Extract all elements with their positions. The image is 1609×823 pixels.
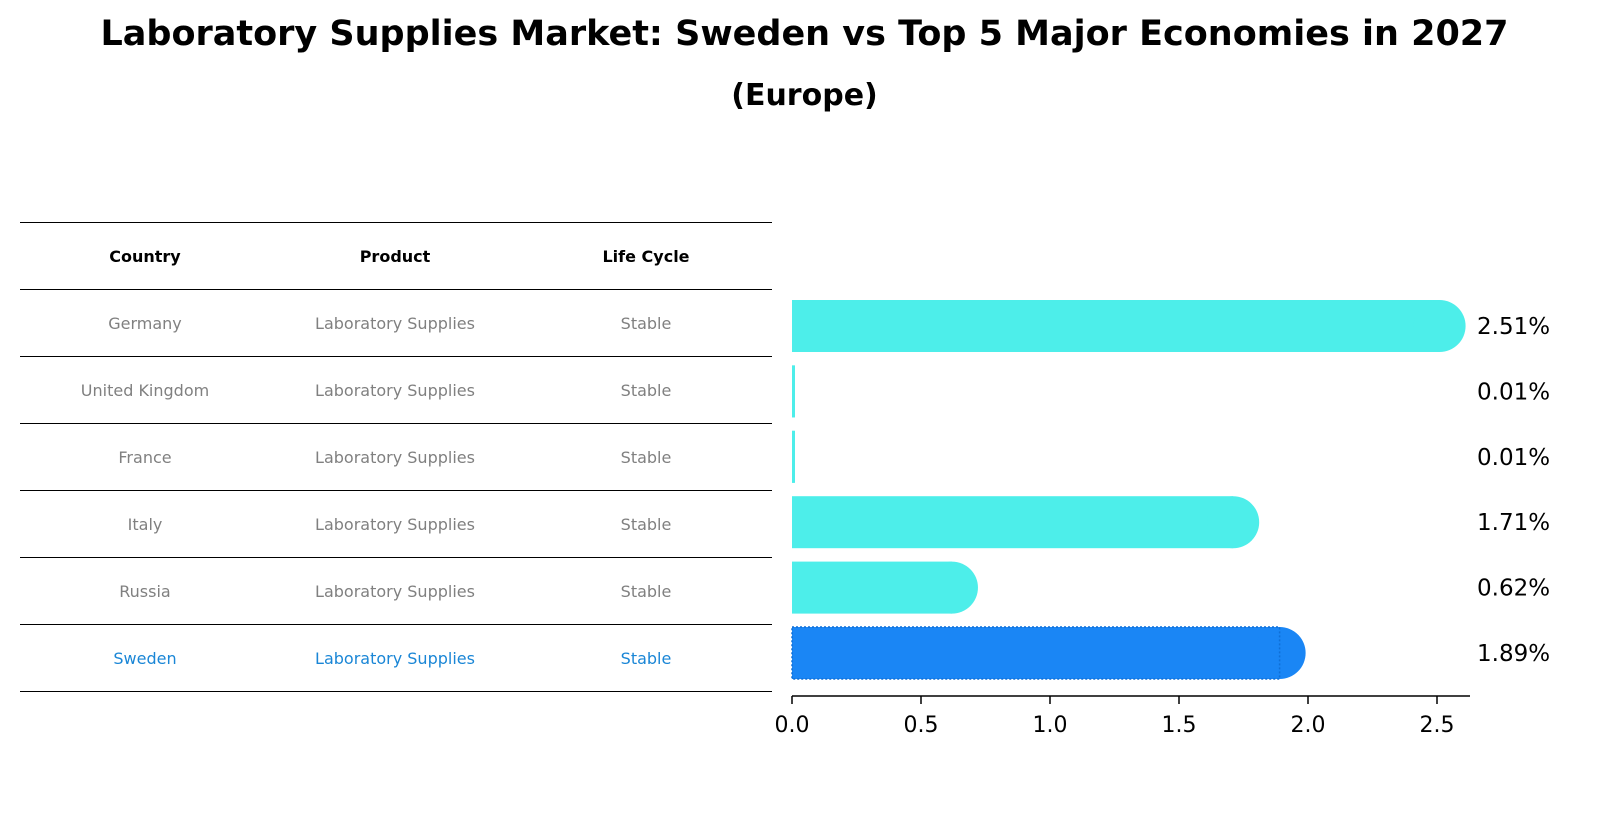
cell-product: Laboratory Supplies: [315, 648, 475, 668]
value-label: 1.89%: [1477, 641, 1550, 667]
cell-country: France: [118, 447, 172, 467]
cell-life-cycle: Stable: [620, 313, 672, 333]
table-row: United Kingdom Laboratory Supplies Stabl…: [20, 357, 772, 424]
x-tick-label: 1.0: [1033, 713, 1068, 738]
cell-product: Laboratory Supplies: [315, 514, 475, 534]
value-label: 0.01%: [1477, 445, 1550, 471]
cell-life-cycle: Stable: [620, 648, 672, 668]
header-country: Country: [109, 246, 181, 266]
x-tick-label: 1.5: [1162, 713, 1197, 738]
chart-title: Laboratory Supplies Market: Sweden vs To…: [100, 14, 1509, 54]
cell-life-cycle: Stable: [620, 447, 672, 467]
table-row-highlight: Sweden Laboratory Supplies Stable: [20, 625, 772, 692]
bar: [792, 300, 1440, 352]
bar-cap: [792, 430, 795, 483]
cell-life-cycle: Stable: [620, 380, 672, 400]
bar: [792, 627, 1280, 679]
bar-outline: [791, 626, 1281, 680]
bar-cap: [1413, 300, 1466, 352]
cell-country: Germany: [108, 313, 182, 333]
bar-cap: [792, 365, 795, 418]
cell-product: Laboratory Supplies: [315, 447, 475, 467]
cell-life-cycle: Stable: [620, 581, 672, 601]
x-tick-label: 2.5: [1420, 713, 1455, 738]
x-tick-label: 0.5: [904, 713, 939, 738]
cell-product: Laboratory Supplies: [315, 380, 475, 400]
bar: [792, 496, 1234, 549]
x-tick-label: 0.0: [775, 713, 810, 738]
x-tick-label: 2.0: [1291, 713, 1326, 738]
country-table: Country Product Life Cycle Germany Labor…: [20, 222, 772, 692]
value-label: 0.62%: [1477, 576, 1550, 602]
value-label: 1.71%: [1477, 510, 1550, 536]
cell-life-cycle: Stable: [620, 514, 672, 534]
cell-country: United Kingdom: [80, 380, 210, 400]
chart-subtitle: (Europe): [731, 78, 878, 113]
table-row: Germany Laboratory Supplies Stable: [20, 290, 772, 357]
header-product: Product: [359, 246, 431, 266]
bar: [792, 561, 952, 614]
table-row: Russia Laboratory Supplies Stable: [20, 558, 772, 625]
cell-country: Russia: [119, 581, 171, 601]
bar-cap: [925, 561, 978, 614]
cell-country: Italy: [127, 514, 163, 534]
value-label: 0.01%: [1477, 379, 1550, 405]
cell-country: Sweden: [113, 648, 177, 668]
table-row: France Laboratory Supplies Stable: [20, 424, 772, 491]
table-row: Italy Laboratory Supplies Stable: [20, 491, 772, 558]
value-label: 2.51%: [1477, 314, 1550, 340]
header-life-cycle: Life Cycle: [602, 246, 690, 266]
cell-product: Laboratory Supplies: [315, 313, 475, 333]
cell-product: Laboratory Supplies: [315, 581, 475, 601]
table-header-row: Country Product Life Cycle: [20, 222, 772, 290]
bar-cap: [1207, 496, 1260, 549]
